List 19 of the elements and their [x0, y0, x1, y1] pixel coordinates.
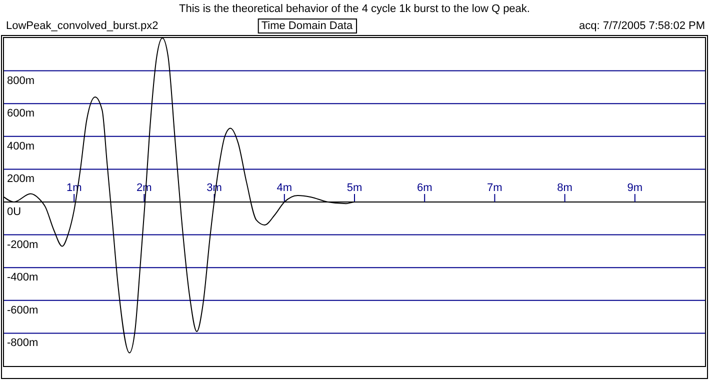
x-tick-label: 5m [346, 182, 362, 194]
y-tick-label: 600m [7, 108, 35, 120]
chart-title: This is the theoretical behavior of the 4 cycle 1k burst to the low Q peak. [179, 3, 530, 15]
y-tick-label: 800m [7, 74, 35, 87]
x-tick-label: 8m [557, 182, 572, 194]
x-tick-label: 7m [487, 182, 502, 194]
text: LowPeak_convolved_burst.px2 [6, 20, 158, 32]
y-tick-label: 0U [7, 206, 22, 218]
x-tick-label: 6m [416, 182, 432, 194]
x-tick-label: 9m [627, 182, 643, 194]
y-tick-label: -800m [7, 337, 38, 350]
chart-subtitle: Time Domain Data [261, 20, 354, 32]
y-tick-label: -200m [7, 238, 38, 251]
x-tick-label: 4m [276, 182, 292, 194]
y-tick-label: -400m [7, 272, 38, 284]
y-tick-label: -600m [7, 304, 38, 316]
y-tick-label: 200m [7, 173, 35, 186]
text: acq: 7/7/2005 7:58:02 PM [579, 20, 705, 32]
y-tick-label: 400m [7, 140, 35, 152]
